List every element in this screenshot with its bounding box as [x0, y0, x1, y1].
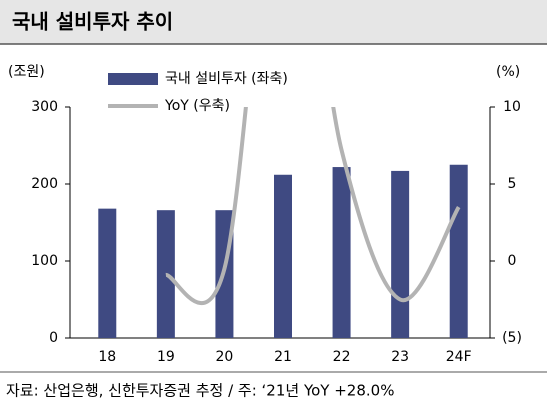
x-tick-label: 22: [333, 349, 351, 365]
y2-axis-label: (%): [496, 64, 520, 80]
y2-tick-label: 10: [503, 99, 521, 115]
legend-label: 국내 설비투자 (좌축): [165, 71, 288, 87]
header-band: [0, 0, 547, 44]
x-tick-label: 24F: [446, 349, 472, 365]
x-tick-label: 19: [157, 349, 175, 365]
y-tick-label: 300: [31, 99, 58, 115]
yoy-line: [165, 107, 461, 305]
y-tick-label: 0: [49, 330, 58, 346]
y2-tick-label: (5): [502, 330, 522, 346]
chart-title: 국내 설비투자 추이: [12, 10, 173, 34]
y2-tick-label: 0: [508, 253, 517, 269]
legend-label: YoY (우축): [164, 98, 230, 114]
bar: [391, 170, 410, 338]
y-tick-label: 100: [31, 253, 58, 269]
x-tick-label: 23: [391, 349, 409, 365]
y-tick-label: 200: [31, 176, 58, 192]
bar: [98, 208, 117, 338]
bar: [274, 174, 292, 338]
x-tick-label: 21: [274, 349, 292, 365]
x-tick-label: 20: [216, 349, 234, 365]
bar: [449, 164, 468, 338]
source-note: 자료: 산업은행, 신한투자증권 추정 / 주: ‘21년 YoY +28.0%: [6, 382, 394, 400]
line-layer: [165, 107, 461, 305]
x-tick-label: 18: [98, 349, 116, 365]
legend-swatch: [108, 73, 158, 85]
y2-tick-label: 5: [508, 176, 517, 192]
y-axis-label: (조원): [8, 64, 45, 80]
bar: [332, 167, 351, 338]
